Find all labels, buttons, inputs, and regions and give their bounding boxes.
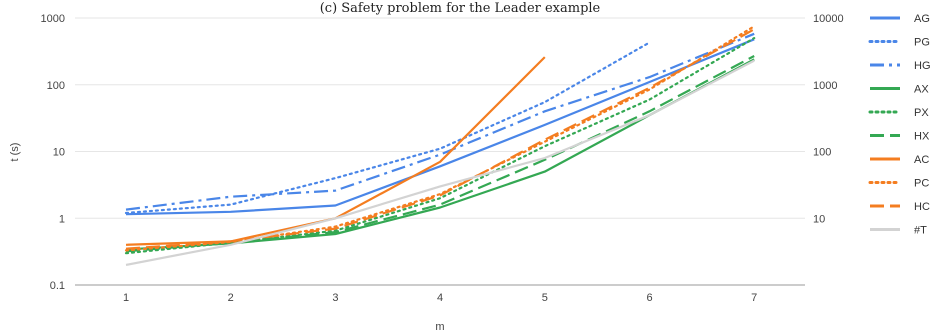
series-line-pc [124, 25, 756, 252]
legend-label-hg: HG [914, 60, 931, 72]
legend-label-hc: HC [914, 201, 930, 213]
series-line-ax [125, 58, 755, 251]
legend-label-ac: AC [914, 154, 929, 166]
gridlines [75, 17, 805, 286]
y2-tick-label: 10 [813, 213, 825, 225]
legend-label-hx: HX [914, 131, 930, 143]
legend-label-pg: PG [914, 37, 930, 49]
x-tick-label: 1 [123, 292, 129, 304]
chart-title: (c) Safety problem for the Leader exampl… [320, 1, 601, 16]
legend-label-t: #T [914, 225, 927, 237]
x-tick-label: 3 [332, 292, 338, 304]
y-axis-title: t (s) [9, 143, 21, 162]
x-axis-tick-labels: 1 2 3 4 5 6 7 [123, 292, 757, 304]
series-line-hx [125, 55, 755, 253]
x-axis-title: m [435, 321, 444, 333]
y-tick-label: 1 [59, 213, 65, 225]
x-tick-label: 2 [228, 292, 234, 304]
x-tick-label: 7 [751, 292, 757, 304]
series-line-ac [125, 56, 546, 246]
y2-tick-label: 1000 [813, 80, 837, 92]
y2-axis-tick-labels: 10 100 1000 10000 [813, 13, 844, 225]
y-tick-label: 100 [47, 80, 65, 92]
y2-tick-label: 10000 [813, 13, 844, 25]
x-tick-label: 4 [437, 292, 443, 304]
series-line-ag [125, 38, 755, 216]
y-axis-tick-labels: 0.1 1 10 100 1000 [41, 13, 65, 292]
legend-label-px: PX [914, 107, 929, 119]
legend-label-ag: AG [914, 13, 930, 25]
x-tick-label: 5 [542, 292, 548, 304]
series-line-pg [124, 41, 651, 215]
y-tick-label: 1000 [41, 13, 65, 25]
series-line-hg [125, 32, 755, 211]
series-lines [124, 25, 756, 266]
x-tick-label: 6 [646, 292, 652, 304]
series-line-t [125, 59, 755, 266]
legend-label-ax: AX [914, 84, 929, 96]
series-line-hc [125, 28, 755, 250]
legend-label-pc: PC [914, 178, 929, 190]
series-line-px [124, 36, 756, 255]
y-tick-label: 10 [53, 147, 65, 159]
y-tick-label: 0.1 [50, 280, 65, 292]
legend: AG PG HG AX PX HX AC PC HC #T [868, 13, 931, 237]
y2-tick-label: 100 [813, 147, 831, 159]
